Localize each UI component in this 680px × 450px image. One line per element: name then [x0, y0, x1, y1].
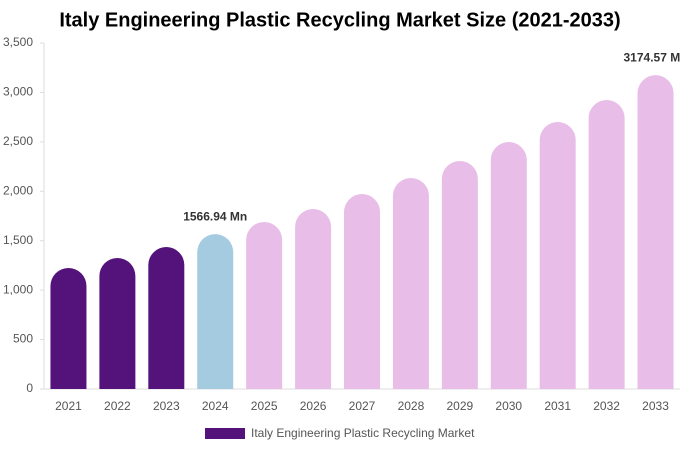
bar — [197, 234, 234, 389]
x-tick-label: 2022 — [104, 399, 131, 413]
bar — [99, 258, 136, 389]
value-label: 1566.94 Mn — [183, 209, 247, 223]
value-label: 3174.57 Mn — [624, 50, 680, 64]
y-tick-label: 2,500 — [3, 134, 33, 148]
legend-swatch — [205, 428, 245, 439]
chart-title: Italy Engineering Plastic Recycling Mark… — [59, 9, 620, 31]
x-tick-label: 2029 — [446, 399, 473, 413]
bar — [295, 208, 332, 389]
bar — [246, 222, 283, 389]
bar — [392, 178, 429, 389]
x-tick-label: 2031 — [544, 399, 571, 413]
bar — [490, 142, 527, 389]
x-tick-label: 2032 — [593, 399, 620, 413]
x-tick-label: 2028 — [398, 399, 425, 413]
bar — [588, 100, 625, 389]
x-tick-label: 2030 — [495, 399, 522, 413]
y-tick-label: 2,000 — [3, 183, 33, 197]
y-tick-label: 3,000 — [3, 85, 33, 99]
legend-label: Italy Engineering Plastic Recycling Mark… — [251, 426, 475, 440]
x-tick-label: 2023 — [153, 399, 180, 413]
x-tick-label: 2024 — [202, 399, 229, 413]
bar — [539, 121, 576, 389]
x-tick-label: 2027 — [349, 399, 376, 413]
x-tick-label: 2033 — [642, 399, 669, 413]
bar — [441, 161, 478, 389]
bar — [637, 75, 674, 389]
x-tick-label: 2021 — [55, 399, 82, 413]
y-tick-label: 1,000 — [3, 282, 33, 296]
y-tick-label: 500 — [13, 332, 33, 346]
x-tick-label: 2026 — [300, 399, 327, 413]
bar — [50, 267, 87, 389]
y-tick-label: 1,500 — [3, 233, 33, 247]
y-tick-label: 0 — [26, 381, 33, 395]
bar — [148, 247, 185, 389]
y-tick-label: 3,500 — [3, 35, 33, 49]
bar — [344, 194, 380, 389]
x-tick-label: 2025 — [251, 399, 278, 413]
